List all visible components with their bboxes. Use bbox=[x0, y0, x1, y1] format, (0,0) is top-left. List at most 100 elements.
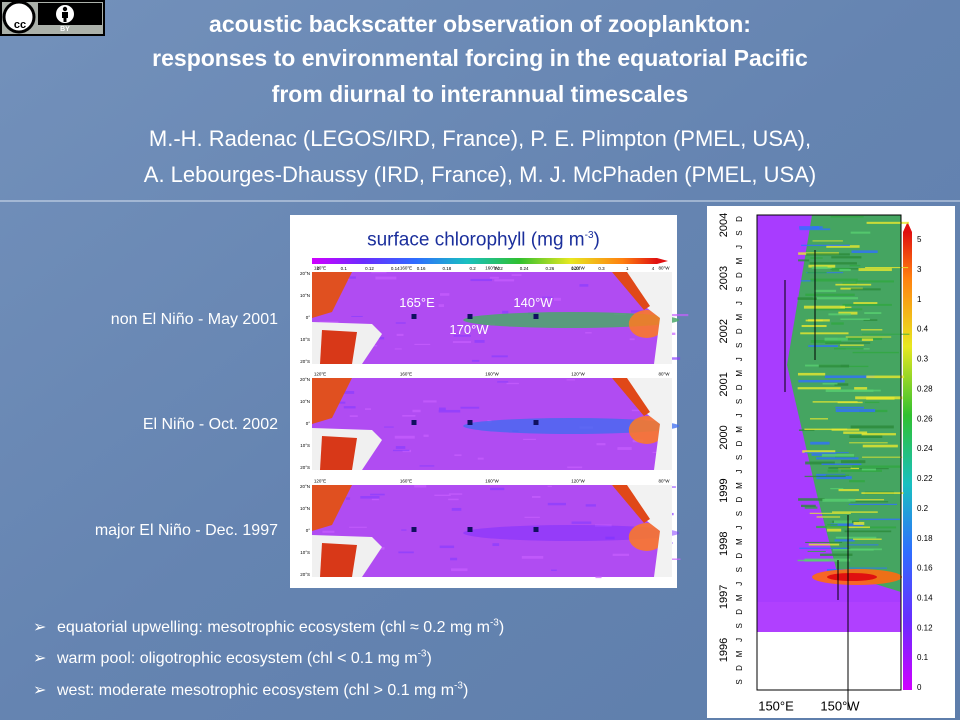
hov-texture bbox=[798, 379, 845, 383]
map-texture bbox=[414, 485, 427, 488]
hov-texture bbox=[797, 297, 817, 300]
hov-month-label: S bbox=[735, 399, 744, 404]
hov-month-label: M bbox=[735, 314, 744, 321]
hov-year-label: 1996 bbox=[718, 638, 730, 662]
hov-colorbar-label: 1 bbox=[917, 295, 922, 304]
hov-month-label: J bbox=[735, 413, 744, 417]
hov-colorbar-label: 0.18 bbox=[917, 534, 933, 543]
hov-texture bbox=[834, 539, 855, 542]
hov-texture bbox=[862, 456, 903, 458]
hov-month-label: D bbox=[735, 272, 744, 278]
map-colorbar-label: 0.16 bbox=[417, 266, 426, 271]
hov-colorbar-label: 0.16 bbox=[917, 564, 933, 573]
hov-texture bbox=[865, 266, 909, 269]
hov-texture bbox=[825, 474, 850, 476]
map-texture bbox=[553, 297, 561, 301]
map-texture bbox=[438, 304, 445, 308]
hov-month-label: M bbox=[735, 594, 744, 601]
hov-texture bbox=[827, 523, 838, 526]
hov-texture bbox=[848, 480, 865, 483]
hov-texture bbox=[849, 264, 861, 267]
map-colorbar-label: 0.26 bbox=[546, 266, 555, 271]
hov-texture bbox=[816, 476, 852, 480]
hov-texture bbox=[824, 375, 875, 379]
hov-colorbar-label: 5 bbox=[917, 235, 922, 244]
hov-texture bbox=[835, 283, 872, 286]
map-texture bbox=[671, 486, 676, 488]
hov-texture bbox=[806, 253, 850, 256]
site-marker bbox=[533, 420, 539, 425]
map-texture bbox=[542, 296, 553, 298]
map-land bbox=[612, 378, 650, 416]
hov-texture bbox=[827, 469, 839, 473]
hov-texture bbox=[853, 538, 882, 540]
hov-texture bbox=[804, 428, 848, 431]
hov-texture bbox=[812, 297, 859, 300]
map-colorbar bbox=[312, 258, 657, 264]
hov-texture bbox=[840, 344, 864, 346]
bullet-end: ) bbox=[426, 650, 432, 667]
hov-texture bbox=[799, 226, 819, 229]
map-texture bbox=[423, 434, 429, 437]
map-land bbox=[320, 330, 357, 364]
map-colorbar-label: 0.24 bbox=[520, 266, 529, 271]
map-lon-tick: 120°E bbox=[314, 266, 326, 271]
map-texture bbox=[438, 409, 461, 413]
panel-label: non El Niño - May 2001 bbox=[110, 311, 278, 328]
hov-texture bbox=[816, 525, 848, 529]
hov-texture bbox=[852, 389, 881, 392]
hov-texture bbox=[815, 308, 863, 311]
map-texture bbox=[477, 457, 484, 460]
hov-frame bbox=[756, 214, 902, 691]
map-lat-tick: 10°N bbox=[300, 506, 310, 511]
hov-texture bbox=[807, 550, 826, 552]
site-label: 140°W bbox=[513, 295, 553, 310]
hov-texture bbox=[840, 306, 852, 309]
hov-texture bbox=[859, 518, 900, 521]
map-texture bbox=[440, 293, 450, 296]
hov-texture bbox=[814, 289, 837, 293]
site-marker bbox=[411, 527, 417, 532]
site-label: 170°W bbox=[449, 322, 489, 337]
map-colorbar-label: 1 bbox=[626, 266, 629, 271]
hov-texture bbox=[835, 409, 876, 413]
hov-texture bbox=[810, 340, 842, 343]
hov-texture bbox=[850, 231, 871, 234]
map-cold-tongue bbox=[463, 418, 680, 434]
hov-texture bbox=[866, 221, 910, 224]
map-texture bbox=[360, 495, 380, 499]
hov-texture bbox=[851, 465, 901, 468]
map-land bbox=[612, 272, 650, 310]
map-texture bbox=[497, 381, 509, 383]
map-colorbar-label: 0.22 bbox=[494, 266, 503, 271]
hov-texture bbox=[805, 461, 835, 465]
map-texture bbox=[630, 310, 644, 313]
bullet-sup: -3 bbox=[417, 648, 427, 660]
map-colorbar-label: 0.2 bbox=[469, 266, 476, 271]
map-colorbar-label: 0.14 bbox=[391, 266, 400, 271]
hov-texture bbox=[835, 536, 877, 539]
map-lat-tick: 10°S bbox=[300, 443, 310, 448]
hov-colorbar-label: 0.24 bbox=[917, 444, 933, 453]
hov-texture bbox=[816, 516, 841, 518]
map-texture bbox=[434, 494, 451, 496]
hov-texture bbox=[861, 338, 874, 341]
hov-texture bbox=[804, 558, 851, 562]
map-texture bbox=[394, 348, 402, 350]
hov-texture bbox=[848, 499, 885, 501]
hov-year-label: 2001 bbox=[718, 372, 730, 396]
title-line: acoustic backscatter observation of zoop… bbox=[209, 11, 751, 37]
map-lat-tick: 20°S bbox=[300, 359, 310, 364]
map-land bbox=[320, 436, 357, 470]
hov-year-label: 2002 bbox=[718, 319, 730, 343]
hov-colorbar-label: 0.3 bbox=[917, 355, 929, 364]
hov-texture bbox=[811, 266, 828, 269]
map-lat-tick: 20°S bbox=[300, 572, 310, 577]
hov-year-label: 2004 bbox=[718, 213, 730, 237]
hov-month-label: D bbox=[735, 216, 744, 222]
map-lat-tick: 20°N bbox=[300, 271, 310, 276]
bullet: ➢ west: moderate mesotrophic ecosystem (c… bbox=[33, 680, 469, 699]
hov-texture bbox=[821, 463, 862, 466]
hov-month-label: M bbox=[735, 538, 744, 545]
